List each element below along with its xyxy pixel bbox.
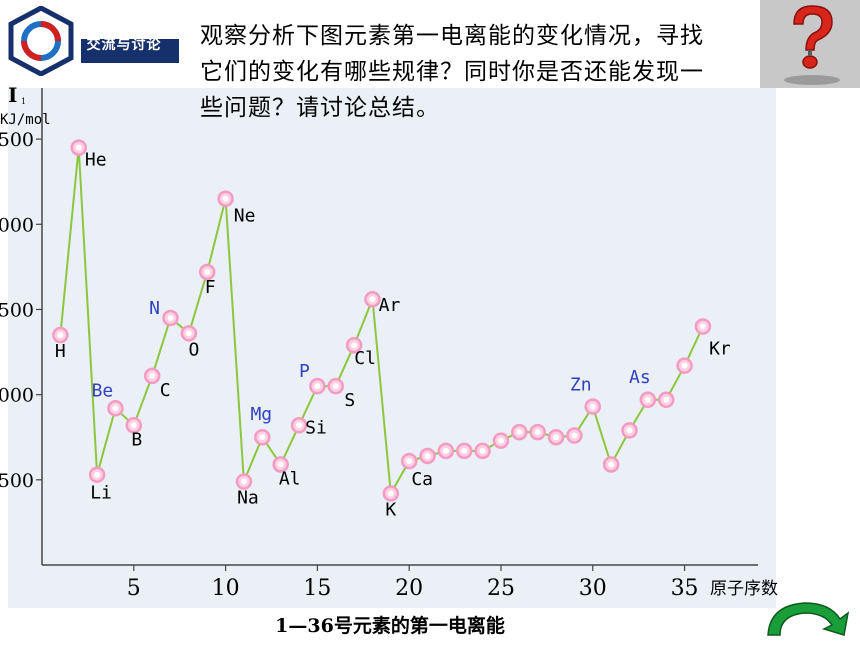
- data-point-highlight: [442, 447, 449, 454]
- data-point-highlight: [351, 342, 358, 349]
- data-point-highlight: [626, 427, 633, 434]
- point-labels-group: H He Li Be B C N O F Ne Na Mg Al Si P S Cl Ar K Ca Zn As Kr: [55, 150, 731, 521]
- data-point-highlight: [277, 461, 284, 468]
- data-point-highlight: [112, 405, 119, 412]
- data-point-highlight: [94, 471, 101, 478]
- element-label-mg: Mg: [250, 404, 272, 425]
- data-point-highlight: [185, 330, 192, 337]
- data-point-highlight: [699, 323, 706, 330]
- data-point-highlight: [240, 478, 247, 485]
- question-mark-icon: [784, 5, 840, 85]
- data-point-highlight: [479, 447, 486, 454]
- data-point-highlight: [589, 403, 596, 410]
- logo-text: 交流与讨论: [86, 37, 162, 53]
- element-label-o: O: [188, 339, 199, 360]
- data-point-highlight: [534, 429, 541, 436]
- data-point-highlight: [75, 144, 82, 151]
- element-label-ca: Ca: [411, 469, 433, 490]
- y-tick-label: 500: [0, 470, 34, 492]
- y-axis-unit: KJ/mol: [0, 112, 51, 128]
- x-tick-label: 10: [212, 576, 240, 601]
- data-point-highlight: [461, 447, 468, 454]
- element-label-zn: Zn: [570, 375, 592, 396]
- chart-title: 1—36号元素的第一电离能: [275, 615, 505, 637]
- data-point-highlight: [314, 383, 321, 390]
- y-axis-title: I: [8, 83, 17, 107]
- x-tick-label: 15: [303, 576, 331, 601]
- data-point-highlight: [57, 332, 64, 339]
- element-label-na: Na: [237, 488, 259, 509]
- element-label-cl: Cl: [354, 348, 376, 369]
- axes: [41, 88, 758, 566]
- data-point-highlight: [149, 372, 156, 379]
- element-label-p: P: [299, 361, 310, 382]
- data-point-highlight: [644, 396, 651, 403]
- data-point-highlight: [553, 434, 560, 441]
- logo-emblem-icon: [8, 6, 74, 76]
- element-label-al: Al: [279, 468, 301, 489]
- discussion-prompt: 观察分析下图元素第一电离能的变化情况，寻找它们的变化有哪些规律？同时你是否还能发…: [200, 23, 704, 121]
- x-tick-label: 25: [487, 576, 515, 601]
- logo: [6, 6, 179, 76]
- data-point-highlight: [204, 268, 211, 275]
- data-point-highlight: [332, 383, 339, 390]
- element-label-n: N: [149, 298, 160, 319]
- y-tick-label: 1000: [0, 385, 34, 407]
- y-tick-label: 2500: [0, 129, 34, 151]
- data-point-highlight: [571, 432, 578, 439]
- x-tick-label: 20: [395, 576, 423, 601]
- element-label-li: Li: [90, 483, 112, 504]
- data-point-highlight: [130, 422, 137, 429]
- element-label-as: As: [629, 367, 651, 388]
- y-tick-label: 1500: [0, 299, 34, 321]
- x-tick-label: 35: [671, 576, 699, 601]
- y-tick-label: 2000: [0, 214, 34, 236]
- element-label-ne: Ne: [234, 206, 256, 227]
- data-point-highlight: [516, 429, 523, 436]
- data-point-highlight: [681, 362, 688, 369]
- data-point-highlight: [497, 437, 504, 444]
- data-point-highlight: [387, 490, 394, 497]
- help-button[interactable]: [760, 0, 860, 88]
- data-point-highlight: [259, 434, 266, 441]
- element-label-si: Si: [305, 417, 327, 438]
- data-point-highlight: [424, 452, 431, 459]
- data-point-highlight: [222, 195, 229, 202]
- markers-group: [52, 139, 712, 502]
- x-axis-title: 原子序数: [710, 579, 778, 599]
- element-label-k: K: [385, 499, 396, 520]
- data-point-highlight: [608, 461, 615, 468]
- curved-arrow-icon: [767, 602, 850, 636]
- element-label-s: S: [344, 390, 355, 411]
- data-point-highlight: [296, 422, 303, 429]
- element-label-f: F: [205, 277, 216, 298]
- element-label-kr: Kr: [709, 339, 731, 360]
- element-label-be: Be: [92, 380, 114, 401]
- data-point-highlight: [406, 458, 413, 465]
- plot-background: [8, 88, 776, 608]
- y-axis-subscript: 1: [21, 97, 26, 106]
- element-label-ar: Ar: [379, 295, 401, 316]
- data-point-highlight: [167, 314, 174, 321]
- element-label-h: H: [55, 341, 66, 362]
- series-line-group: [59, 147, 704, 497]
- ticks-group: 5 10 15 20 25 30 35 500 1000 1500 2000 2500: [0, 129, 699, 601]
- data-point-highlight: [663, 396, 670, 403]
- series-line: [59, 147, 704, 497]
- element-label-he: He: [85, 150, 107, 171]
- data-point-highlight: [369, 296, 376, 303]
- x-tick-label: 30: [579, 576, 607, 601]
- x-tick-label: 5: [127, 576, 141, 601]
- element-label-c: C: [160, 380, 171, 401]
- logo-banner: [81, 39, 179, 63]
- element-label-b: B: [131, 429, 142, 450]
- next-slide-button[interactable]: [760, 595, 855, 640]
